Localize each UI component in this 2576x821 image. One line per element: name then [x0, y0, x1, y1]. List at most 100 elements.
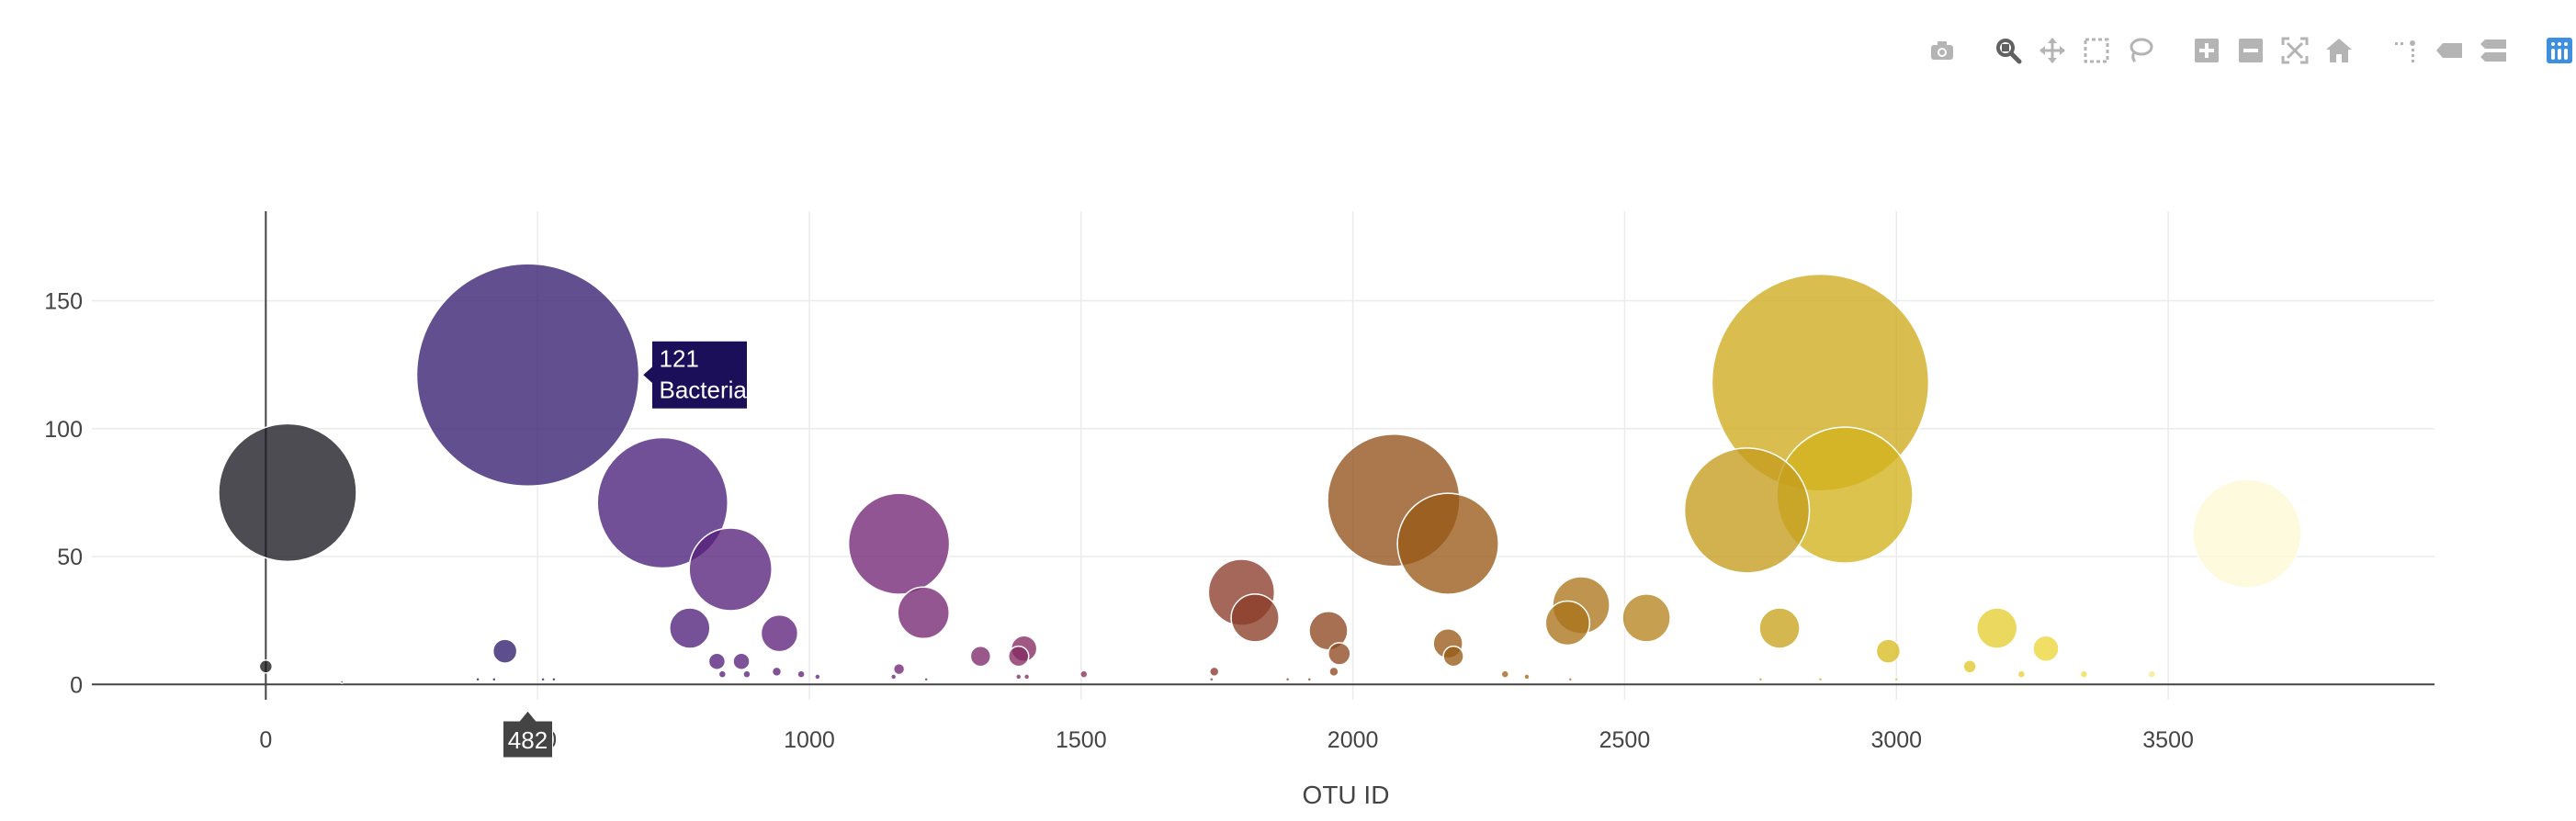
camera-icon	[1931, 41, 1953, 60]
x-tick-label: 0	[259, 727, 272, 753]
hover-compare-icon	[2480, 39, 2506, 62]
data-bubble[interactable]	[596, 436, 729, 569]
autoscale-button[interactable]	[2278, 34, 2311, 67]
data-bubble[interactable]	[1209, 676, 1215, 682]
x-tick-label: 3500	[2142, 727, 2194, 753]
data-bubble[interactable]	[1230, 593, 1280, 643]
data-bubble[interactable]	[491, 676, 497, 682]
hover-closest-button[interactable]	[2433, 34, 2466, 67]
zoom-button[interactable]	[1992, 34, 2025, 67]
data-bubble[interactable]	[969, 645, 992, 668]
data-bubble[interactable]	[732, 652, 751, 670]
plotly-logo-icon	[2547, 38, 2572, 63]
data-bubble[interactable]	[771, 666, 783, 678]
data-bubble[interactable]	[218, 422, 357, 563]
data-bubble[interactable]	[491, 638, 518, 664]
autoscale-icon	[2281, 37, 2309, 64]
hover-x-axis-box	[503, 710, 554, 759]
data-bubble[interactable]	[339, 680, 345, 684]
reset-axes-button[interactable]	[2322, 34, 2356, 67]
data-bubble[interactable]	[1523, 673, 1531, 680]
data-bubble[interactable]	[1284, 676, 1291, 682]
x-tick-label: 1000	[784, 727, 835, 753]
data-bubble[interactable]	[2079, 669, 2089, 679]
x-tick-label: 1500	[1056, 727, 1107, 753]
data-bubble[interactable]	[1621, 593, 1671, 643]
hover-x-axis-value: 482	[508, 726, 548, 754]
data-bubble[interactable]	[742, 669, 751, 679]
data-bubble[interactable]	[1328, 666, 1339, 678]
data-bubble[interactable]	[1079, 669, 1089, 679]
data-bubble[interactable]	[1022, 673, 1031, 680]
x-axis-title: OTU ID	[1303, 781, 1390, 809]
box-select-button[interactable]	[2080, 34, 2113, 67]
data-bubble[interactable]	[1683, 447, 1811, 574]
data-bubble[interactable]	[1975, 607, 2018, 649]
data-bubble[interactable]	[688, 527, 773, 612]
data-bubble[interactable]	[760, 613, 799, 653]
bubble-series	[218, 263, 2302, 684]
data-bubble[interactable]	[707, 652, 727, 670]
data-bubble[interactable]	[1015, 673, 1022, 680]
pan-button[interactable]	[2036, 34, 2069, 67]
data-bubble[interactable]	[1758, 607, 1801, 649]
data-bubble[interactable]	[2017, 669, 2027, 679]
reset-axes-icon	[2326, 39, 2352, 62]
zoom-out-button[interactable]	[2234, 34, 2267, 67]
data-bubble[interactable]	[1962, 659, 1977, 674]
data-bubble[interactable]	[1442, 645, 1464, 668]
data-bubble[interactable]	[669, 607, 711, 649]
data-bubble[interactable]	[1209, 666, 1220, 678]
spike-lines-button[interactable]	[2389, 34, 2422, 67]
data-bubble[interactable]	[892, 662, 906, 676]
data-bubble[interactable]	[717, 669, 728, 679]
hover-x-axis-label: 482	[503, 710, 554, 759]
data-bubble[interactable]	[1328, 642, 1351, 666]
hover-label-box	[641, 340, 749, 410]
data-bubble[interactable]	[1306, 676, 1313, 682]
hover-closest-icon	[2436, 43, 2462, 58]
hover-value-label: 121	[660, 344, 699, 372]
plotly-logo-button[interactable]	[2543, 34, 2576, 67]
data-bubble[interactable]	[1396, 492, 1499, 595]
data-bubble[interactable]	[814, 673, 821, 680]
data-bubble[interactable]	[889, 673, 898, 680]
tick-labels: 0500100015002000250030003500050100150	[44, 288, 2194, 753]
x-tick-label: 2000	[1328, 727, 1379, 753]
spike-lines-icon	[2395, 40, 2415, 62]
camera-button[interactable]	[1926, 34, 1959, 67]
x-tick-label: 3000	[1870, 727, 1922, 753]
data-bubble[interactable]	[1567, 676, 1574, 682]
pan-icon	[2039, 38, 2065, 63]
lasso-select-button[interactable]	[2124, 34, 2157, 67]
data-bubble[interactable]	[923, 676, 929, 682]
hover-compare-button[interactable]	[2477, 34, 2510, 67]
modebar	[1915, 33, 2576, 68]
data-bubble[interactable]	[1757, 676, 1764, 682]
lasso-select-icon	[2130, 38, 2153, 63]
data-bubble[interactable]	[1875, 638, 1902, 664]
y-tick-label: 150	[44, 288, 83, 314]
data-bubble[interactable]	[475, 676, 480, 682]
data-bubble[interactable]	[897, 586, 950, 640]
x-tick-label: 2500	[1599, 727, 1651, 753]
data-bubble[interactable]	[1544, 600, 1591, 647]
data-bubble[interactable]	[1008, 645, 1030, 668]
data-bubble[interactable]	[551, 676, 557, 682]
zoom-out-icon	[2239, 39, 2263, 62]
data-bubble[interactable]	[1817, 676, 1824, 682]
data-bubble[interactable]	[797, 669, 806, 679]
zoom-in-button[interactable]	[2190, 34, 2223, 67]
data-bubble[interactable]	[1893, 676, 1900, 682]
data-bubble[interactable]	[847, 492, 951, 595]
y-tick-label: 0	[70, 672, 83, 698]
data-bubble[interactable]	[2032, 635, 2060, 663]
data-bubble[interactable]	[540, 676, 546, 682]
data-bubble[interactable]	[415, 263, 640, 488]
data-bubble[interactable]	[2147, 669, 2157, 679]
zoom-in-icon	[2195, 39, 2219, 62]
data-bubble[interactable]	[1500, 669, 1510, 679]
data-bubble[interactable]	[2192, 478, 2302, 589]
data-bubble[interactable]	[258, 659, 274, 674]
